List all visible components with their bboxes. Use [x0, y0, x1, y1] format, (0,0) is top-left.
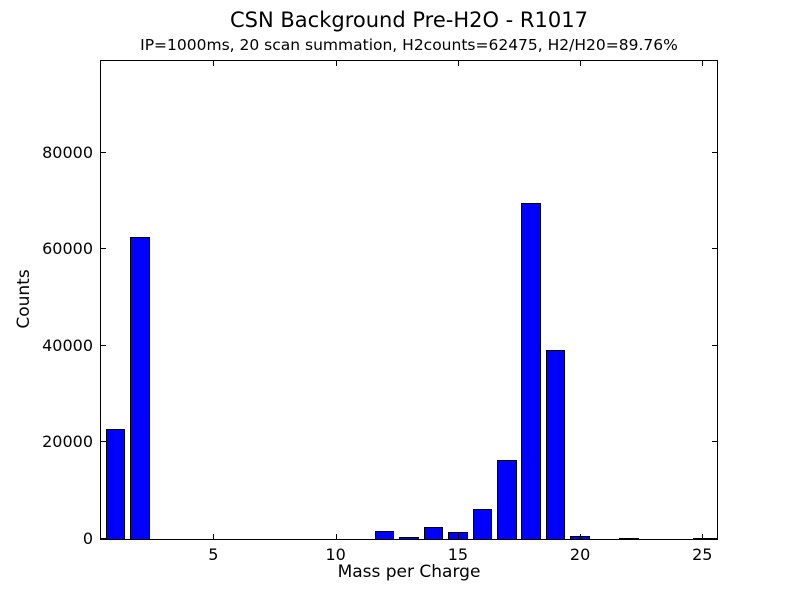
bar-mz-13 — [399, 537, 419, 539]
x-tick-mark — [702, 534, 704, 539]
y-tick-mark — [101, 538, 106, 539]
y-axis-label: Counts — [14, 269, 34, 329]
y-tick-mark — [101, 344, 106, 346]
y-tick-label: 20000 — [42, 432, 93, 452]
bar-mz-2 — [130, 237, 150, 539]
bar-mz-17 — [497, 460, 517, 539]
y-tick-label: 60000 — [42, 239, 93, 259]
y-tick-label: 40000 — [42, 335, 93, 355]
y-tick-mark — [101, 441, 106, 443]
x-tick-mark — [702, 61, 704, 66]
chart-title: CSN Background Pre-H2O - R1017 — [230, 8, 588, 32]
y-tick-mark — [712, 151, 717, 153]
x-axis-label: Mass per Charge — [337, 562, 481, 582]
y-tick-mark — [101, 151, 106, 153]
y-tick-mark — [712, 248, 717, 250]
chart-subtitle: IP=1000ms, 20 scan summation, H2counts=6… — [140, 36, 678, 54]
x-tick-mark — [213, 61, 215, 66]
bar-mz-16 — [472, 509, 493, 539]
x-tick-label: 25 — [692, 545, 713, 564]
bar-mz-14 — [423, 526, 444, 539]
y-tick-mark — [712, 344, 717, 346]
x-tick-label: 20 — [569, 545, 591, 564]
x-tick-label: 15 — [447, 545, 469, 564]
x-tick-mark — [335, 61, 337, 66]
x-tick-mark — [335, 534, 337, 539]
y-tick-label: 0 — [82, 529, 93, 548]
bar-mz-12 — [374, 531, 395, 539]
bar-mz-1 — [105, 429, 126, 539]
y-tick-label: 80000 — [42, 142, 93, 162]
x-tick-label: 5 — [208, 545, 219, 564]
x-tick-mark — [213, 534, 215, 539]
bar-mz-19 — [545, 349, 566, 539]
x-tick-mark — [580, 61, 582, 66]
bar-mz-18 — [521, 203, 541, 539]
x-tick-mark — [457, 61, 459, 66]
y-tick-mark — [712, 538, 717, 539]
x-tick-mark — [580, 534, 582, 539]
bar-mz-22 — [619, 537, 639, 539]
y-tick-mark — [101, 248, 106, 250]
x-tick-label: 10 — [325, 545, 346, 564]
plot-area: 5 10 15 20 25 0 20000 40000 60000 80000 — [42, 60, 718, 564]
y-tick-mark — [712, 441, 717, 443]
x-tick-mark — [457, 534, 459, 539]
